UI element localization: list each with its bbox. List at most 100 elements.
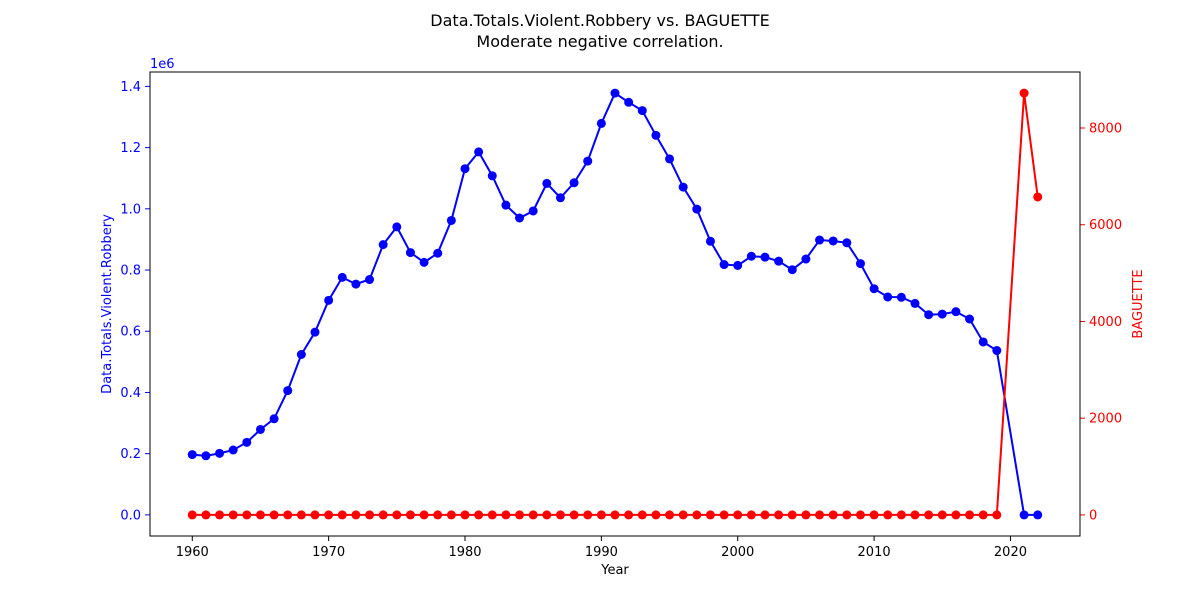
data-point-baguette [896, 510, 906, 520]
data-point-robbery [855, 259, 865, 269]
y-tick-label-right: 2000 [1089, 412, 1122, 427]
data-point-baguette [678, 510, 688, 520]
data-point-robbery [651, 130, 661, 140]
x-tick-label: 1990 [585, 545, 618, 560]
y-tick-label-left: 1.2 [120, 141, 141, 156]
data-point-robbery [733, 260, 743, 270]
data-point-robbery [324, 295, 334, 305]
data-point-baguette [460, 510, 470, 520]
data-point-robbery [215, 448, 225, 458]
data-point-robbery [596, 118, 606, 128]
data-point-baguette [392, 510, 402, 520]
left-scale-label: 1e6 [150, 57, 175, 72]
y-tick-label-left: 0.4 [120, 386, 141, 401]
data-point-baguette [719, 510, 729, 520]
data-point-robbery [392, 222, 402, 232]
data-point-robbery [896, 292, 906, 302]
data-point-robbery [937, 309, 947, 319]
data-point-robbery [242, 437, 252, 447]
data-point-robbery [515, 213, 525, 223]
data-point-baguette [378, 510, 388, 520]
data-point-robbery [542, 178, 552, 188]
data-point-baguette [255, 510, 265, 520]
data-point-baguette [365, 510, 375, 520]
data-point-baguette [733, 510, 743, 520]
data-point-baguette [869, 510, 879, 520]
y-axis-label-left: Data.Totals.Violent.Robbery [100, 214, 115, 394]
data-point-baguette [187, 510, 197, 520]
data-point-robbery [978, 337, 988, 347]
data-point-baguette [637, 510, 647, 520]
y-tick-label-right: 8000 [1089, 122, 1122, 137]
data-point-robbery [201, 451, 211, 461]
data-point-robbery [569, 178, 579, 188]
x-tick-label: 1960 [176, 545, 209, 560]
data-point-robbery [787, 265, 797, 275]
data-point-robbery [269, 414, 279, 424]
x-tick-label: 1970 [312, 545, 345, 560]
data-point-baguette [910, 510, 920, 520]
data-point-baguette [965, 510, 975, 520]
data-point-robbery [746, 251, 756, 261]
data-point-robbery [228, 445, 238, 455]
data-point-baguette [978, 510, 988, 520]
data-point-robbery [965, 314, 975, 324]
data-point-robbery [719, 260, 729, 270]
data-point-robbery [678, 182, 688, 192]
data-point-robbery [1019, 510, 1029, 520]
data-point-robbery [692, 204, 702, 214]
plot-frame [149, 71, 1081, 537]
chart-subtitle: Moderate negative correlation. [476, 32, 723, 51]
data-point-robbery [419, 257, 429, 267]
data-point-baguette [215, 510, 225, 520]
data-point-baguette [542, 510, 552, 520]
data-point-baguette [951, 510, 961, 520]
data-point-baguette [828, 510, 838, 520]
data-point-robbery [501, 200, 511, 210]
chart-title: Data.Totals.Violent.Robbery vs. BAGUETTE [430, 11, 769, 30]
data-point-baguette [801, 510, 811, 520]
data-point-robbery [474, 147, 484, 157]
data-point-robbery [365, 275, 375, 285]
data-point-baguette [924, 510, 934, 520]
data-point-baguette [665, 510, 675, 520]
data-point-baguette [324, 510, 334, 520]
y-tick-label-left: 0.2 [120, 447, 141, 462]
data-point-robbery [1033, 510, 1043, 520]
data-point-baguette [760, 510, 770, 520]
data-point-baguette [405, 510, 415, 520]
data-point-robbery [310, 327, 320, 337]
data-point-baguette [787, 510, 797, 520]
x-tick-label: 2000 [721, 545, 754, 560]
data-point-baguette [610, 510, 620, 520]
data-point-baguette [651, 510, 661, 520]
data-point-baguette [815, 510, 825, 520]
data-point-robbery [337, 272, 347, 282]
data-point-baguette [746, 510, 756, 520]
data-point-robbery [187, 450, 197, 460]
data-point-robbery [351, 279, 361, 289]
data-point-robbery [433, 248, 443, 258]
y-tick-label-right: 4000 [1089, 315, 1122, 330]
data-point-robbery [624, 97, 634, 107]
data-point-baguette [296, 510, 306, 520]
data-point-baguette [419, 510, 429, 520]
data-point-baguette [228, 510, 238, 520]
data-point-robbery [992, 346, 1002, 356]
data-point-robbery [528, 206, 538, 216]
data-point-baguette [446, 510, 456, 520]
y-tick-label-left: 1.0 [120, 202, 141, 217]
data-point-robbery [487, 171, 497, 181]
data-point-baguette [433, 510, 443, 520]
data-point-baguette [596, 510, 606, 520]
data-point-robbery [951, 307, 961, 317]
x-tick-label: 2010 [858, 545, 891, 560]
data-point-baguette [337, 510, 347, 520]
data-point-baguette [855, 510, 865, 520]
x-tick-label: 2020 [994, 545, 1027, 560]
x-tick-label: 1980 [448, 545, 481, 560]
data-point-robbery [460, 164, 470, 174]
data-point-baguette [774, 510, 784, 520]
data-point-baguette [310, 510, 320, 520]
